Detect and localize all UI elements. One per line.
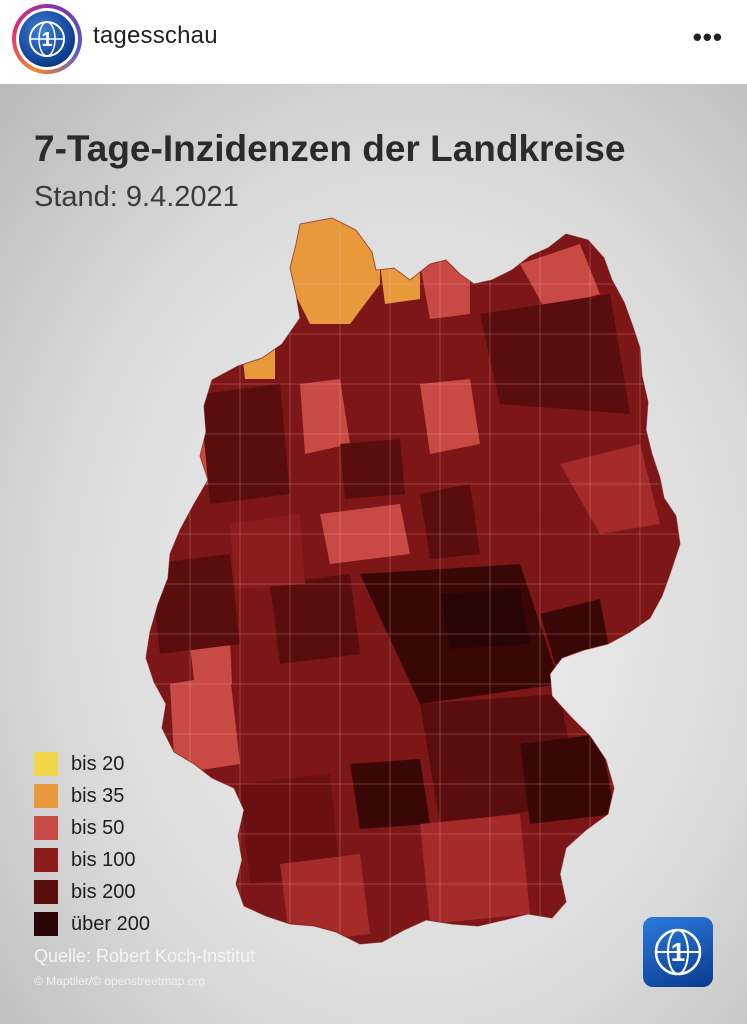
account-name[interactable]: tagesschau — [93, 22, 218, 49]
avatar-frame: 1 — [16, 8, 78, 70]
legend-swatch — [34, 912, 58, 936]
county-regions — [146, 218, 680, 944]
legend-item: bis 50 — [34, 812, 150, 844]
legend-label: bis 35 — [71, 784, 125, 807]
legend-item: bis 20 — [34, 748, 150, 780]
legend-label: bis 50 — [71, 816, 125, 839]
legend-item: über 200 — [34, 908, 150, 940]
legend-label: bis 100 — [71, 848, 136, 871]
map-legend: bis 20 bis 35 bis 50 bis 100 bis 200 übe… — [34, 748, 150, 940]
legend-label: über 200 — [71, 912, 150, 935]
tagesschau-logo-icon: 1 — [643, 917, 713, 987]
svg-text:1: 1 — [671, 937, 685, 967]
legend-label: bis 20 — [71, 752, 125, 775]
post-image: 7-Tage-Inzidenzen der Landkreise Stand: … — [0, 84, 747, 1024]
germany-map — [145, 217, 681, 945]
legend-swatch — [34, 752, 58, 776]
profile-avatar[interactable]: 1 — [12, 4, 82, 74]
legend-swatch — [34, 848, 58, 872]
legend-swatch — [34, 816, 58, 840]
source-credit: Quelle: Robert Koch-Institut — [34, 946, 256, 966]
legend-item: bis 35 — [34, 780, 150, 812]
legend-swatch — [34, 880, 58, 904]
legend-label: bis 200 — [71, 880, 136, 903]
post-header: 1 tagesschau ••• — [0, 0, 747, 84]
legend-item: bis 100 — [34, 844, 150, 876]
more-options-button[interactable]: ••• — [692, 22, 723, 52]
map-title: 7-Tage-Inzidenzen der Landkreise — [34, 128, 626, 169]
legend-swatch — [34, 784, 58, 808]
svg-text:1: 1 — [41, 29, 52, 51]
map-copyright: © Maptiler/© openstreetmap.org — [34, 974, 206, 988]
legend-item: bis 200 — [34, 876, 150, 908]
map-date: Stand: 9.4.2021 — [34, 181, 239, 213]
tagesschau-logo-icon: 1 — [19, 11, 75, 67]
